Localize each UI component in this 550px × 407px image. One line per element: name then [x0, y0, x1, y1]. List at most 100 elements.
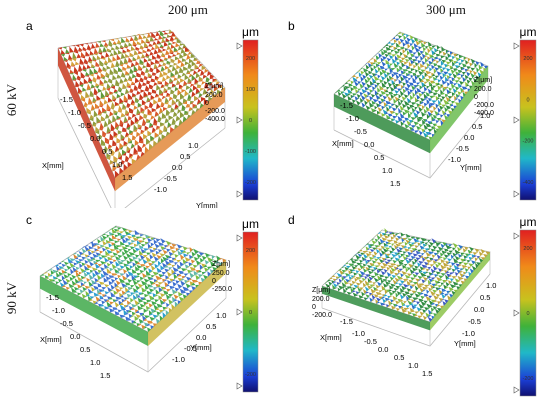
x-axis-tick: 1.5: [390, 179, 400, 188]
colorbar-marker-icon: [236, 190, 243, 198]
z-axis-tick: -200.0: [312, 312, 332, 319]
x-axis-label: X[mm]: [332, 139, 354, 148]
x-axis-tick: -1.0: [352, 329, 365, 338]
z-axis-tick: 250.0: [212, 270, 230, 277]
z-axis-tick: -400.0: [205, 116, 225, 123]
z-axis-tick: 0: [312, 304, 316, 311]
colorbar-tick: 0: [526, 311, 529, 317]
colorbar: [242, 231, 259, 393]
z-axis-tick: 200.0: [312, 296, 330, 303]
row-header-90kv: 90 kV: [4, 281, 19, 315]
colorbar-tick: -200: [522, 376, 533, 382]
x-axis-tick: 0.5: [102, 147, 112, 156]
z-axis-label: Z[μm]: [312, 287, 330, 294]
colorbar-tick: -200: [245, 372, 256, 378]
z-axis-tick: 0: [212, 278, 216, 285]
colorbar: [519, 39, 537, 201]
colorbar-tick: 200: [246, 248, 255, 254]
x-axis-tick: 1.5: [422, 369, 432, 378]
z-axis-tick: 0: [205, 100, 209, 107]
y-axis-tick: -0.5: [184, 344, 197, 353]
x-axis-tick: -0.5: [364, 337, 377, 346]
y-axis-tick: 0.5: [480, 293, 490, 302]
colorbar-tick: 0: [526, 97, 529, 103]
colorbar-marker-icon: [236, 308, 243, 316]
y-axis-label: Y[mm]: [190, 343, 212, 352]
x-axis-tick: -1.0: [68, 108, 81, 117]
x-axis-tick: 1.0: [382, 166, 392, 175]
x-axis-tick: 0.0: [70, 332, 80, 341]
surface-front-wall: [334, 94, 430, 154]
y-axis-tick: 0.5: [180, 152, 190, 161]
surface-side-wall: [148, 260, 226, 346]
surface-front-wall: [40, 276, 148, 346]
colorbar-tick: 0: [249, 310, 252, 316]
x-axis-tick: 0.0: [364, 140, 374, 149]
y-axis-tick: -0.5: [456, 144, 469, 153]
panel-c: μm 200 0 -200 c Z[μm] 250.0 0 -250.0 X[mm] -1.5 -1.…: [20, 212, 280, 402]
surface-texture: [58, 29, 225, 178]
colorbar-unit: μm: [242, 25, 259, 39]
x-axis-label: X[mm]: [42, 161, 64, 170]
x-axis-tick: 0.5: [80, 345, 90, 354]
x-axis-tick: -0.5: [60, 319, 73, 328]
x-axis-tick: 0.5: [394, 353, 404, 362]
z-axis-tick: 0: [474, 94, 478, 101]
surface-side-wall: [430, 66, 488, 154]
z-axis-label: Z[μm]: [212, 261, 230, 268]
z-axis-tick: -200.0: [205, 108, 225, 115]
x-axis-tick: -1.5: [340, 317, 353, 326]
panel-d: μm 200 0 -200 d Z[μm] 200.0 0 -200.0 X[mm] -1.5 -1.…: [282, 212, 550, 402]
surface-texture: [334, 32, 488, 140]
surface-plot-d: μm2000-200dZ[μm]200.00-200.0X[mm]-1.5-1.…: [288, 213, 537, 397]
x-axis-tick: 0.0: [90, 134, 100, 143]
surface-side-wall: [115, 88, 225, 192]
x-axis-tick: 0.0: [378, 345, 388, 354]
y-axis-label: Y[mm]: [460, 163, 482, 172]
panel-b: μm 200 0 -200 -400 b Z[μm] 200.0 0 -200.0 -400.0 X[…: [282, 18, 550, 208]
colorbar: [519, 229, 537, 397]
surface-side-wall: [430, 252, 490, 331]
colorbar-marker-icon: [513, 42, 520, 50]
colorbar: [242, 39, 259, 201]
colorbar-unit: μm: [242, 217, 259, 231]
colorbar-tick: 0: [249, 118, 252, 124]
y-axis-tick: 1.0: [486, 281, 496, 290]
colorbar-tick: 200: [523, 246, 532, 252]
z-axis-label: Z[μm]: [474, 77, 492, 84]
x-axis-tick: 1.0: [90, 358, 100, 367]
y-axis-tick: -0.5: [164, 174, 177, 183]
x-axis-tick: -0.5: [354, 127, 367, 136]
y-axis-tick: 1.0: [216, 311, 226, 320]
x-axis-tick: -1.5: [340, 101, 353, 110]
y-axis-tick: 0.0: [172, 163, 182, 172]
colorbar-marker-icon: [236, 116, 243, 124]
surface-front-wall: [322, 286, 430, 331]
panel-label: d: [288, 213, 295, 227]
z-axis-tick: 200.0: [205, 92, 223, 99]
y-axis-tick: 1.0: [480, 111, 490, 120]
colorbar-unit: μm: [520, 25, 537, 39]
colorbar-marker-icon: [513, 190, 520, 198]
y-axis-tick: 0.0: [464, 133, 474, 142]
z-axis-tick: 200.0: [474, 86, 492, 93]
x-axis-tick: -0.5: [78, 121, 91, 130]
x-axis-tick: -1.5: [60, 95, 73, 104]
x-axis-tick: -1.0: [346, 114, 359, 123]
colorbar-tick: 200: [523, 56, 532, 62]
x-axis-tick: 1.0: [112, 160, 122, 169]
x-axis-tick: 1.5: [122, 173, 132, 182]
x-axis-tick: 0.5: [374, 153, 384, 162]
colorbar-marker-icon: [513, 309, 520, 317]
colorbar-marker-icon: [513, 116, 520, 124]
colorbar-marker-icon: [513, 386, 520, 394]
colorbar-marker-icon: [236, 42, 243, 50]
column-header-200um: 200 μm: [168, 2, 208, 17]
x-axis-tick: 1.5: [100, 371, 110, 380]
colorbar-tick: -400: [522, 180, 533, 186]
plot-box: [333, 31, 489, 141]
panel-label: a: [26, 19, 33, 33]
x-axis-tick: 1.0: [408, 361, 418, 370]
y-axis-tick: -0.5: [468, 317, 481, 326]
z-axis-tick: -400.0: [474, 110, 494, 117]
